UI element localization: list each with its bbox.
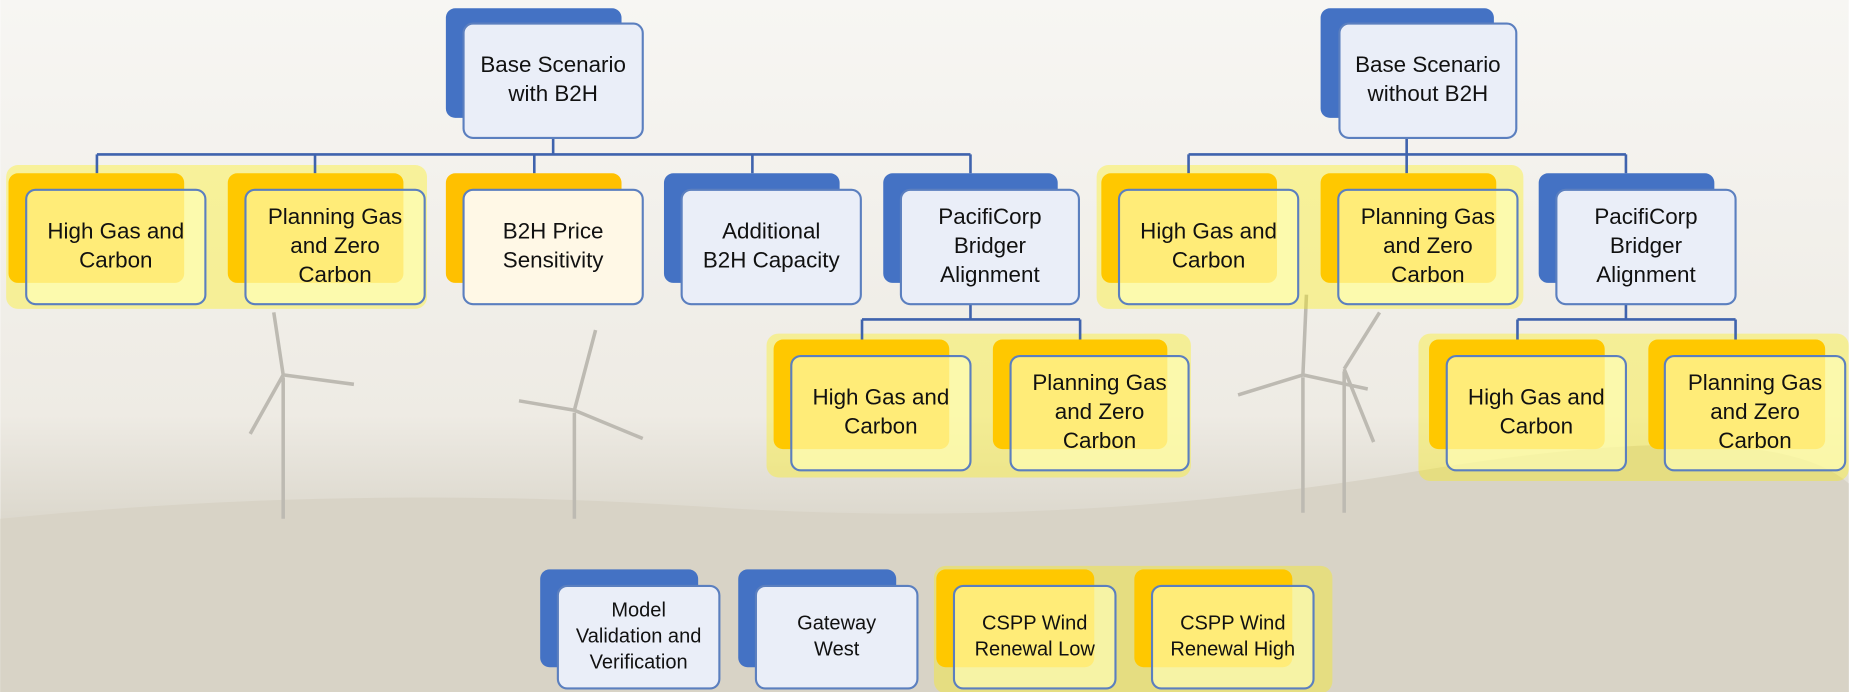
page: Base Scenario with B2H Base Scenario withou… xyxy=(0,0,1849,692)
node-label: CSPP Wind xyxy=(982,612,1087,634)
node-label: West xyxy=(814,639,860,661)
node-label: CSPP Wind xyxy=(1180,612,1285,634)
node: Base Scenario without B2H xyxy=(1321,8,1517,138)
node: High Gas and Carbon xyxy=(774,340,971,471)
node-label: Renewal High xyxy=(1170,639,1295,661)
node: High Gas and Carbon xyxy=(9,173,206,304)
node-label: Base Scenario xyxy=(480,52,626,77)
node-label: Carbon xyxy=(79,247,152,272)
node-box xyxy=(954,586,1116,689)
node-label: Verification xyxy=(590,652,688,674)
node-label: Bridger xyxy=(954,233,1027,258)
node: Planning Gas and Zero Carbon xyxy=(228,173,425,304)
node-label: Carbon xyxy=(1718,428,1791,453)
node-label: High Gas and xyxy=(812,385,949,410)
node-label: Base Scenario xyxy=(1355,52,1501,77)
node-label: Carbon xyxy=(1391,262,1464,287)
node-label: PacifiCorp xyxy=(1594,204,1697,229)
node-label: without B2H xyxy=(1367,81,1489,106)
node: Model Validation and Verification xyxy=(540,569,719,688)
node-label: Carbon xyxy=(1172,247,1245,272)
node: Gateway West xyxy=(738,569,917,688)
node-label: and Zero xyxy=(1383,233,1473,258)
node-label: Carbon xyxy=(298,262,371,287)
diagram: Base Scenario with B2H Base Scenario withou… xyxy=(0,0,1849,692)
node-label: Alignment xyxy=(1596,262,1696,287)
node-label: Model xyxy=(611,599,666,621)
node-label: Carbon xyxy=(844,414,917,439)
node-label: Planning Gas xyxy=(1688,370,1822,395)
node-label: High Gas and xyxy=(1468,385,1605,410)
node-label: Planning Gas xyxy=(1032,370,1166,395)
node-label: Gateway xyxy=(797,612,876,634)
node: PacifiCorp Bridger Alignment xyxy=(883,173,1079,304)
node: CSPP Wind Renewal High xyxy=(1134,569,1313,688)
node-label: and Zero xyxy=(1710,399,1800,424)
node: High Gas and Carbon xyxy=(1429,340,1626,471)
node-label: Sensitivity xyxy=(503,247,605,272)
node-label: Additional xyxy=(722,218,820,243)
node-label: PacifiCorp xyxy=(938,204,1041,229)
node: B2H Price Sensitivity xyxy=(446,173,643,304)
node: Planning Gas and Zero Carbon xyxy=(1321,173,1518,304)
node-box xyxy=(756,586,918,689)
node-label: and Zero xyxy=(290,233,380,258)
node: High Gas and Carbon xyxy=(1101,173,1298,304)
node-label: Alignment xyxy=(940,262,1040,287)
node: CSPP Wind Renewal Low xyxy=(936,569,1115,688)
node: Base Scenario with B2H xyxy=(446,8,643,138)
node-label: Planning Gas xyxy=(268,204,402,229)
node-label: with B2H xyxy=(507,81,598,106)
node-label: High Gas and xyxy=(47,218,184,243)
node-label: B2H Price xyxy=(503,218,604,243)
node-label: High Gas and xyxy=(1140,218,1277,243)
node: Additional B2H Capacity xyxy=(664,173,861,304)
node-label: B2H Capacity xyxy=(703,247,841,272)
node-label: and Zero xyxy=(1055,399,1145,424)
node-label: Bridger xyxy=(1610,233,1683,258)
node-label: Carbon xyxy=(1500,414,1573,439)
node: PacifiCorp Bridger Alignment xyxy=(1539,173,1736,304)
node-label: Carbon xyxy=(1063,428,1136,453)
node: Planning Gas and Zero Carbon xyxy=(1648,340,1845,471)
node-label: Planning Gas xyxy=(1361,204,1495,229)
node-label: Validation and xyxy=(576,625,701,647)
node: Planning Gas and Zero Carbon xyxy=(993,340,1189,471)
node-label: Renewal Low xyxy=(975,639,1096,661)
node-box xyxy=(1152,586,1314,689)
